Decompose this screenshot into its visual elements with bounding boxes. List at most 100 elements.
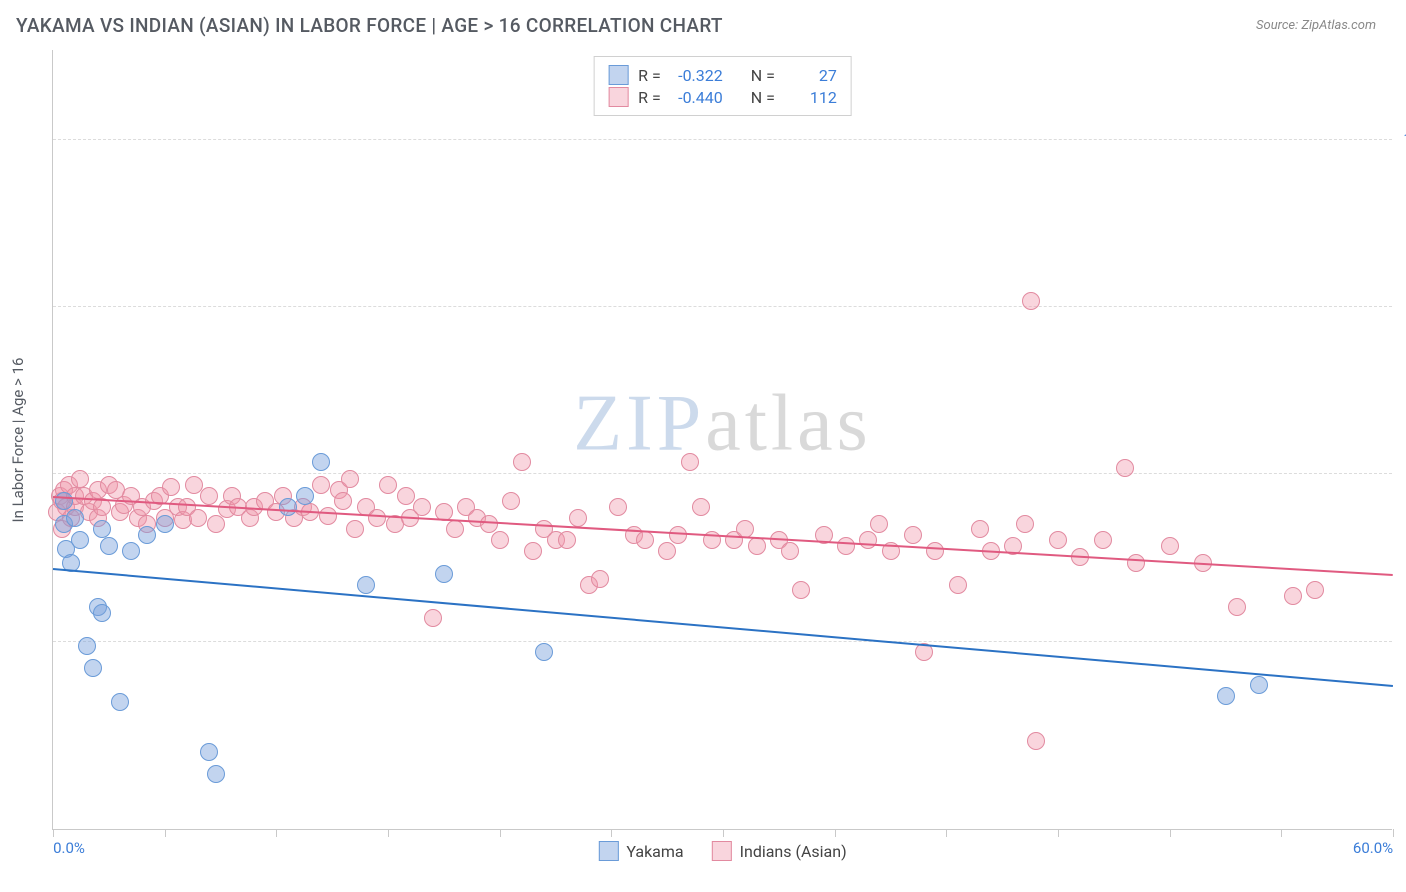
scatter-point-indians bbox=[609, 498, 627, 516]
scatter-point-yakama bbox=[84, 659, 102, 677]
scatter-point-indians bbox=[904, 526, 922, 544]
chart-source: Source: ZipAtlas.com bbox=[1256, 18, 1376, 33]
scatter-point-indians bbox=[658, 542, 676, 560]
scatter-point-indians bbox=[1116, 459, 1134, 477]
x-tick bbox=[1281, 829, 1282, 837]
scatter-point-yakama bbox=[357, 576, 375, 594]
scatter-point-yakama bbox=[66, 509, 84, 527]
scatter-point-indians bbox=[781, 542, 799, 560]
scatter-point-yakama bbox=[138, 526, 156, 544]
scatter-point-indians bbox=[397, 487, 415, 505]
scatter-point-indians bbox=[1049, 531, 1067, 549]
swatch-icon bbox=[598, 841, 618, 861]
scatter-point-indians bbox=[569, 509, 587, 527]
scatter-point-indians bbox=[1161, 537, 1179, 555]
chart-plot-area: In Labor Force | Age > 16 ZIPatlas R = -… bbox=[52, 50, 1392, 830]
scatter-point-yakama bbox=[71, 531, 89, 549]
scatter-point-indians bbox=[312, 476, 330, 494]
chart-title: YAKAMA VS INDIAN (ASIAN) IN LABOR FORCE … bbox=[16, 14, 723, 37]
scatter-point-indians bbox=[870, 515, 888, 533]
legend-row-indians: R = -0.440 N = 112 bbox=[608, 87, 837, 107]
scatter-point-indians bbox=[591, 570, 609, 588]
x-tick bbox=[53, 829, 54, 837]
scatter-point-yakama bbox=[55, 492, 73, 510]
gridline bbox=[53, 473, 1392, 474]
n-value-indians: 112 bbox=[785, 88, 837, 107]
scatter-point-yakama bbox=[111, 693, 129, 711]
scatter-point-indians bbox=[513, 453, 531, 471]
scatter-point-indians bbox=[926, 542, 944, 560]
scatter-point-indians bbox=[524, 542, 542, 560]
x-tick bbox=[388, 829, 389, 837]
scatter-point-indians bbox=[1094, 531, 1112, 549]
x-tick bbox=[165, 829, 166, 837]
x-tick bbox=[500, 829, 501, 837]
y-tick-label: 100.0% bbox=[1397, 130, 1406, 148]
scatter-point-indians bbox=[346, 520, 364, 538]
scatter-point-indians bbox=[334, 492, 352, 510]
x-tick-label: 60.0% bbox=[1353, 839, 1393, 857]
scatter-point-yakama bbox=[156, 515, 174, 533]
trend-line-yakama bbox=[53, 568, 1393, 687]
correlation-legend: R = -0.322 N = 27 R = -0.440 N = 112 bbox=[593, 56, 852, 116]
x-tick-label: 0.0% bbox=[53, 839, 85, 857]
gridline bbox=[53, 641, 1392, 642]
scatter-point-indians bbox=[446, 520, 464, 538]
scatter-point-indians bbox=[636, 531, 654, 549]
scatter-point-indians bbox=[748, 537, 766, 555]
x-tick bbox=[1170, 829, 1171, 837]
scatter-point-indians bbox=[424, 609, 442, 627]
scatter-point-indians bbox=[341, 470, 359, 488]
gridline bbox=[53, 139, 1392, 140]
scatter-point-indians bbox=[1027, 732, 1045, 750]
scatter-point-indians bbox=[368, 509, 386, 527]
scatter-point-indians bbox=[949, 576, 967, 594]
scatter-point-indians bbox=[502, 492, 520, 510]
x-tick bbox=[946, 829, 947, 837]
scatter-point-indians bbox=[200, 487, 218, 505]
scatter-point-yakama bbox=[93, 604, 111, 622]
n-value-yakama: 27 bbox=[785, 66, 837, 85]
gridline bbox=[53, 306, 1392, 307]
legend-item-yakama: Yakama bbox=[598, 841, 683, 861]
scatter-point-indians bbox=[491, 531, 509, 549]
scatter-point-yakama bbox=[279, 498, 297, 516]
scatter-point-indians bbox=[379, 476, 397, 494]
scatter-point-yakama bbox=[200, 743, 218, 761]
y-axis-title: In Labor Force | Age > 16 bbox=[9, 357, 27, 522]
scatter-point-yakama bbox=[296, 487, 314, 505]
y-tick-label: 55.0% bbox=[1397, 632, 1406, 650]
scatter-point-yakama bbox=[93, 520, 111, 538]
scatter-point-indians bbox=[319, 507, 337, 525]
scatter-point-indians bbox=[71, 470, 89, 488]
scatter-point-indians bbox=[185, 476, 203, 494]
y-tick-label: 70.0% bbox=[1397, 464, 1406, 482]
x-tick bbox=[835, 829, 836, 837]
x-tick bbox=[1058, 829, 1059, 837]
x-tick bbox=[611, 829, 612, 837]
x-tick bbox=[1393, 829, 1394, 837]
scatter-point-indians bbox=[1228, 598, 1246, 616]
swatch-icon bbox=[712, 841, 732, 861]
scatter-point-yakama bbox=[1250, 676, 1268, 694]
scatter-point-indians bbox=[692, 498, 710, 516]
scatter-point-indians bbox=[971, 520, 989, 538]
scatter-point-yakama bbox=[100, 537, 118, 555]
scatter-point-yakama bbox=[535, 643, 553, 661]
scatter-point-indians bbox=[792, 581, 810, 599]
r-value-yakama: -0.322 bbox=[671, 66, 723, 85]
watermark: ZIPatlas bbox=[573, 378, 872, 469]
scatter-point-indians bbox=[207, 515, 225, 533]
swatch-indians bbox=[608, 87, 628, 107]
scatter-point-indians bbox=[837, 537, 855, 555]
swatch-yakama bbox=[608, 65, 628, 85]
scatter-point-yakama bbox=[122, 542, 140, 560]
scatter-point-yakama bbox=[78, 637, 96, 655]
scatter-point-yakama bbox=[207, 765, 225, 783]
chart-header: YAKAMA VS INDIAN (ASIAN) IN LABOR FORCE … bbox=[0, 0, 1406, 43]
trend-line-indians bbox=[53, 496, 1393, 576]
scatter-point-indians bbox=[1284, 587, 1302, 605]
scatter-point-indians bbox=[1306, 581, 1324, 599]
scatter-point-indians bbox=[162, 478, 180, 496]
x-tick bbox=[723, 829, 724, 837]
